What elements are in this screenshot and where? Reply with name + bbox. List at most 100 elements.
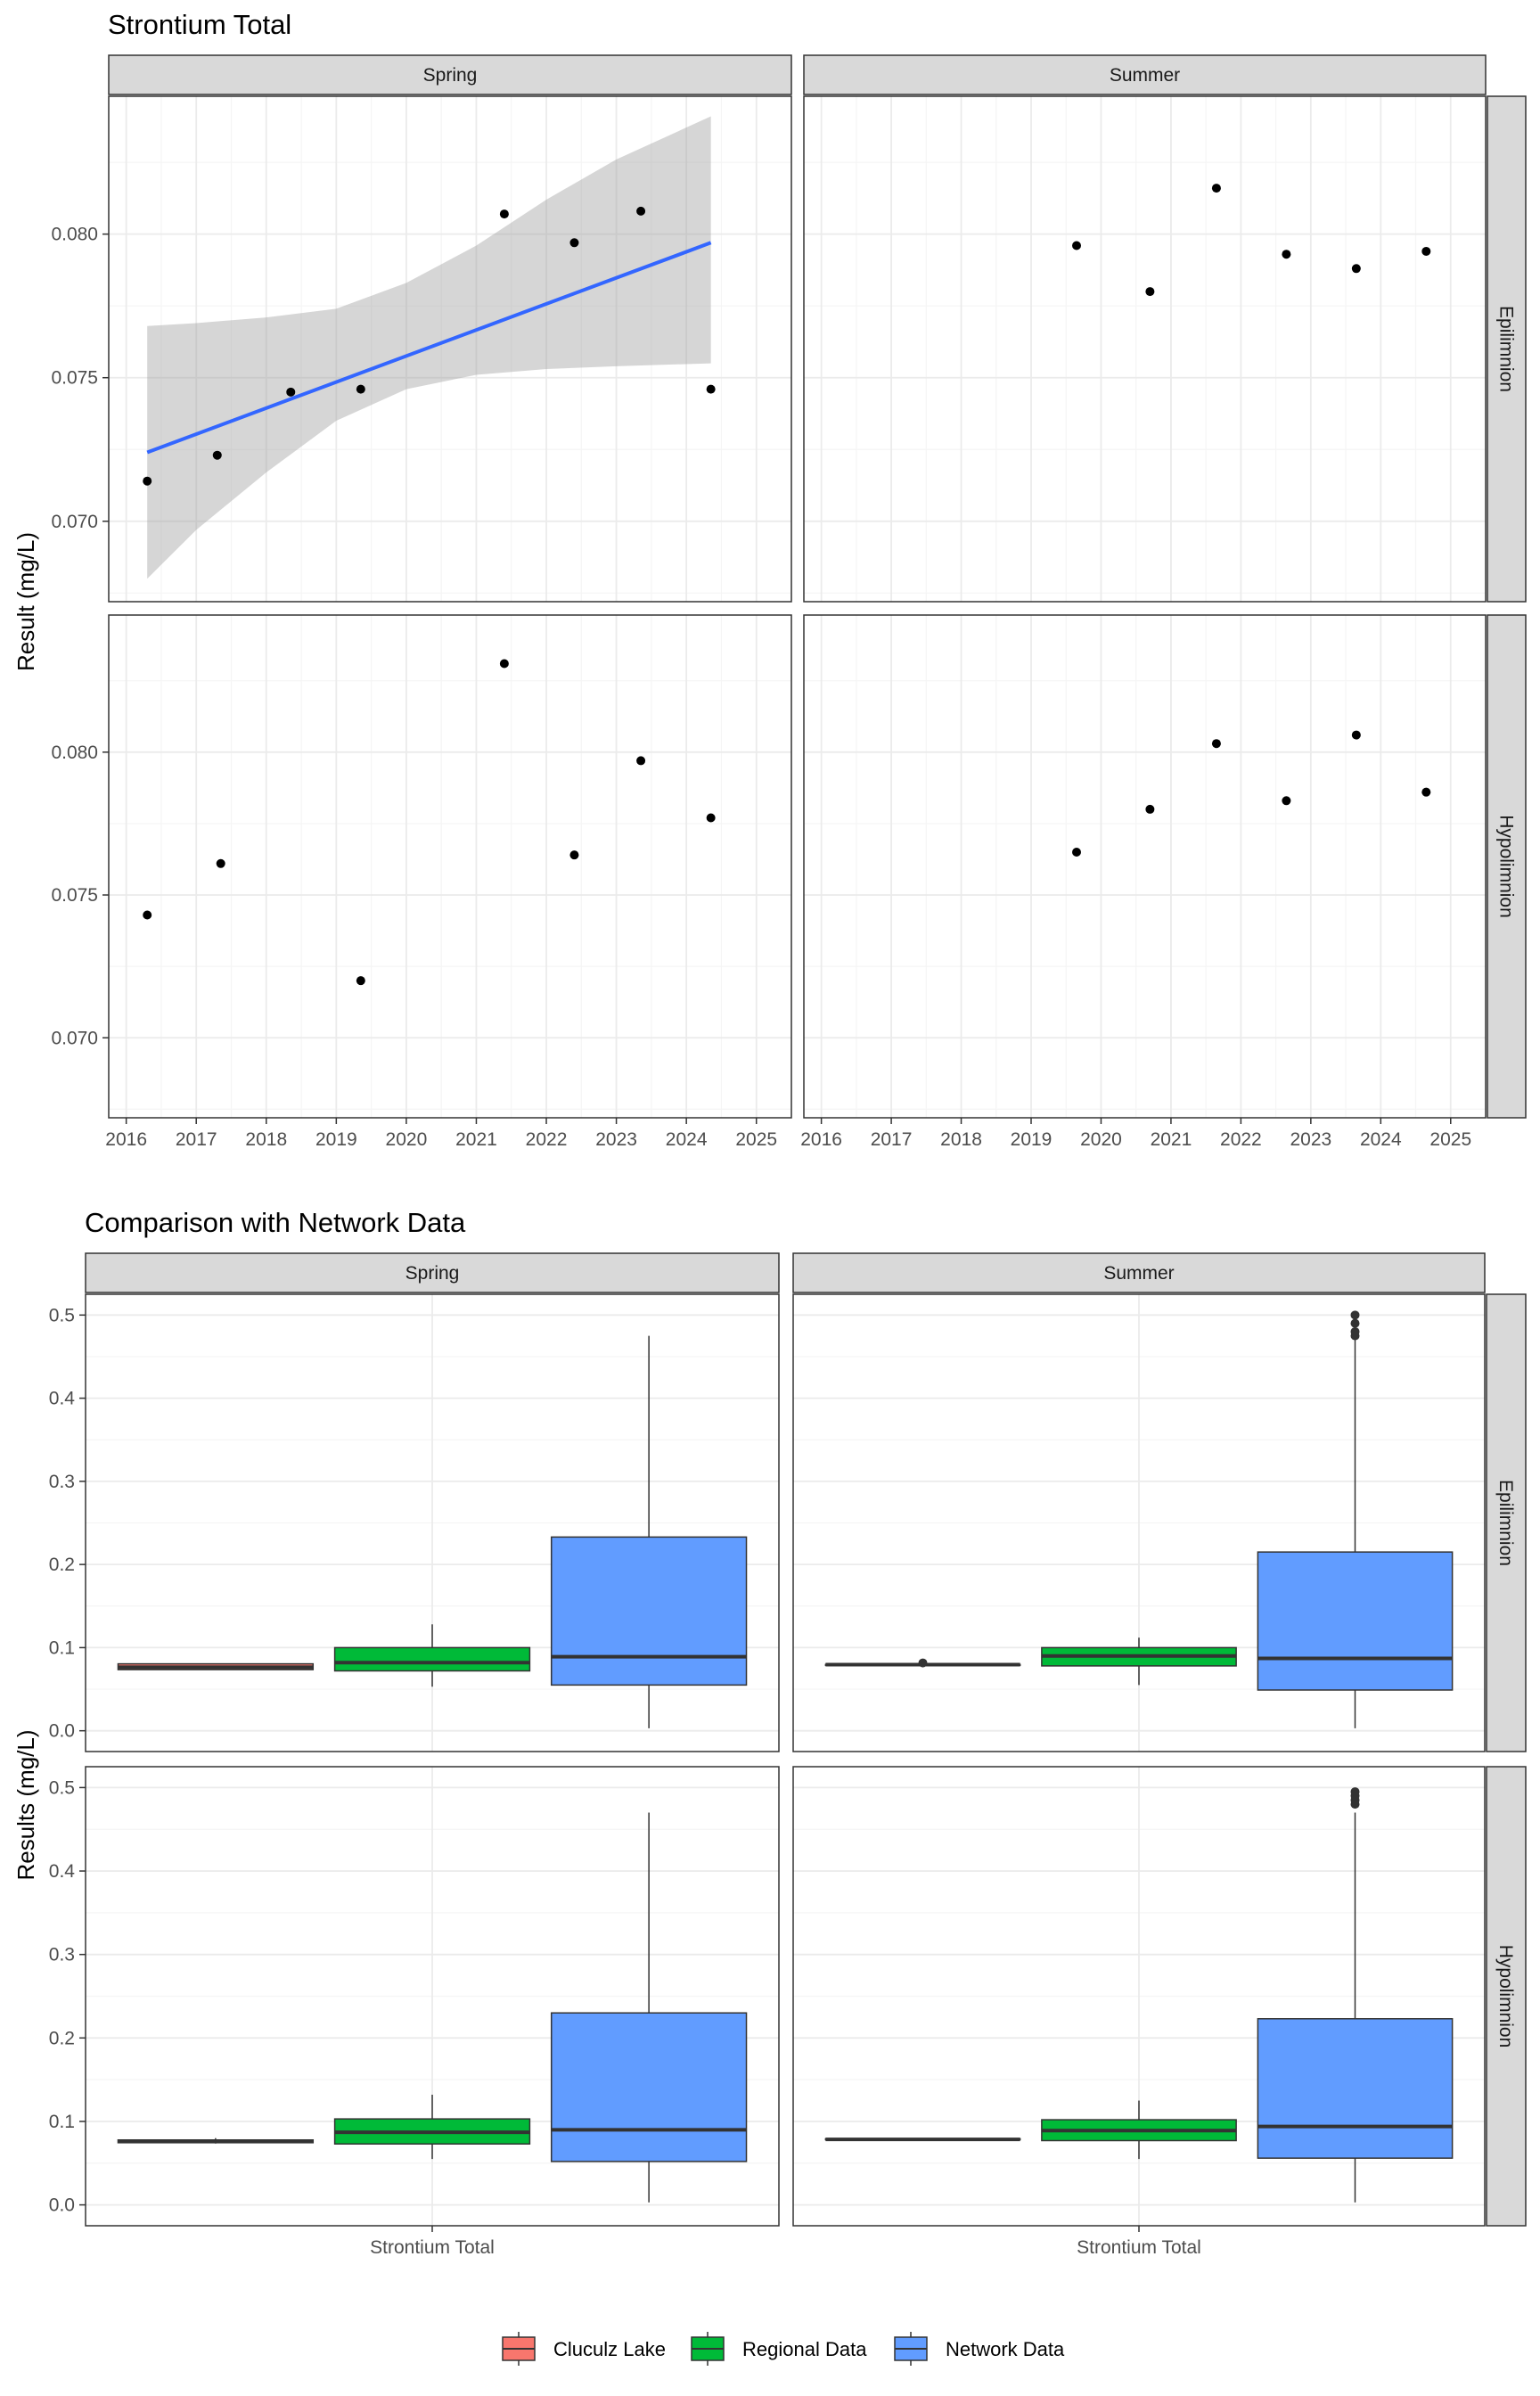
facet-panel <box>108 95 792 603</box>
outlier-point <box>1350 1310 1360 1320</box>
data-point <box>212 450 222 460</box>
y-tick-label: 0.5 <box>49 1305 75 1325</box>
facet-strip <box>85 1252 780 1293</box>
boxplot-network-data <box>1257 1787 1454 2203</box>
x-tick-label: 2021 <box>1151 1129 1192 1150</box>
outlier-point <box>1350 1318 1360 1328</box>
outlier-point <box>1350 1787 1360 1797</box>
legend-label: Cluculz Lake <box>553 2338 666 2360</box>
outlier-point <box>1350 1326 1360 1336</box>
boxplot-cluculz-lake <box>824 2138 1021 2142</box>
x-tick-label: 2020 <box>1080 1129 1122 1150</box>
chart-title: Strontium Total <box>108 9 291 40</box>
data-point <box>636 206 646 216</box>
boxplot-cluculz-lake <box>824 1658 1021 1668</box>
facet-panel <box>803 614 1487 1119</box>
x-tick-label: 2024 <box>1360 1129 1402 1150</box>
facet-strip-label: Hypolimnion <box>1496 815 1517 918</box>
panel-background <box>109 615 791 1118</box>
facet-strip-label: Summer <box>1103 1263 1174 1284</box>
y-axis-label: Results (mg/L) <box>12 1729 39 1880</box>
y-tick-label: 0.2 <box>49 1555 75 1575</box>
y-tick-label: 0.0 <box>49 1721 75 1742</box>
data-point <box>706 384 716 394</box>
y-tick-label: 0.1 <box>49 1637 75 1658</box>
facet-panel <box>803 95 1487 603</box>
facet-strip-label: Spring <box>423 65 478 86</box>
x-tick-label: 2022 <box>526 1129 568 1150</box>
outlier-point <box>918 1658 928 1668</box>
facet-strip-label: Epilimnion <box>1495 1480 1516 1566</box>
data-point <box>569 238 579 248</box>
panel-border <box>108 614 792 1119</box>
y-tick-label: 0.4 <box>49 1389 76 1409</box>
x-tick-label: 2023 <box>1290 1129 1331 1150</box>
box <box>550 1536 748 1686</box>
facet-strip <box>1486 1293 1527 1752</box>
box <box>333 1646 531 1672</box>
y-tick-label: 0.3 <box>49 1472 75 1492</box>
x-tick-label: 2025 <box>735 1129 777 1150</box>
x-tick-label: 2018 <box>245 1129 287 1150</box>
legend-item: Regional Data <box>691 2332 867 2366</box>
x-tick-label: 2022 <box>1220 1129 1262 1150</box>
x-tick-label: 2023 <box>595 1129 637 1150</box>
data-point <box>356 976 365 986</box>
y-tick-label: 0.4 <box>49 1861 76 1882</box>
y-tick-label: 0.075 <box>51 368 98 389</box>
facet-strip <box>1487 95 1527 603</box>
x-tick-label: Strontium Total <box>1077 2237 1201 2258</box>
data-point <box>1421 787 1431 797</box>
data-point <box>636 756 646 766</box>
y-tick-label: 0.3 <box>49 1945 75 1965</box>
x-tick-label: 2016 <box>105 1129 147 1150</box>
x-tick-label: 2017 <box>871 1129 913 1150</box>
data-point <box>286 387 296 397</box>
facet-strip <box>803 54 1487 95</box>
x-tick-label: 2024 <box>666 1129 708 1150</box>
data-point <box>356 384 365 394</box>
facet-strip-label: Spring <box>405 1263 460 1284</box>
box <box>550 2012 748 2162</box>
data-point <box>706 813 716 823</box>
data-point <box>1211 739 1221 749</box>
x-tick-label: 2021 <box>455 1129 497 1150</box>
facet-panel <box>792 1766 1486 2227</box>
trend-line <box>146 241 712 455</box>
x-tick-label: 2017 <box>176 1129 217 1150</box>
facet-strip-label: Summer <box>1110 65 1180 86</box>
facet-panel <box>85 1766 780 2227</box>
boxplot-regional-data <box>1041 1637 1237 1686</box>
y-tick-label: 0.0 <box>49 2195 75 2216</box>
panel-border <box>803 95 1487 603</box>
data-point <box>1145 804 1155 814</box>
x-tick-label: 2025 <box>1429 1129 1471 1150</box>
boxplot-network-data <box>550 1335 748 1728</box>
panel-border <box>85 1293 780 1752</box>
facet-panel <box>85 1293 780 1752</box>
panel-background <box>804 615 1486 1118</box>
y-tick-label: 0.1 <box>49 2112 75 2132</box>
y-tick-label: 0.080 <box>51 743 98 763</box>
legend: Cluculz Lake Regional Data Network Data <box>502 2332 1065 2366</box>
facet-strip <box>108 54 792 95</box>
legend-item: Cluculz Lake <box>502 2332 666 2366</box>
y-tick-label: 0.080 <box>51 225 98 245</box>
legend-item: Network Data <box>894 2332 1065 2366</box>
facet-panel <box>792 1293 1486 1752</box>
boxplot-cluculz-lake <box>117 2138 315 2144</box>
x-tick-label: Strontium Total <box>370 2237 495 2258</box>
data-point <box>1211 184 1221 193</box>
data-point <box>216 858 225 868</box>
x-tick-label: 2018 <box>940 1129 982 1150</box>
box <box>1257 2018 1454 2159</box>
boxplot-regional-data <box>333 2094 531 2160</box>
data-point <box>1351 264 1361 274</box>
data-point <box>1072 847 1081 857</box>
facet-strip-label: Epilimnion <box>1496 306 1517 392</box>
facet-strip <box>1486 1766 1527 2227</box>
data-point <box>1421 246 1431 256</box>
y-tick-label: 0.5 <box>49 1777 75 1798</box>
x-tick-label: 2019 <box>315 1129 357 1150</box>
